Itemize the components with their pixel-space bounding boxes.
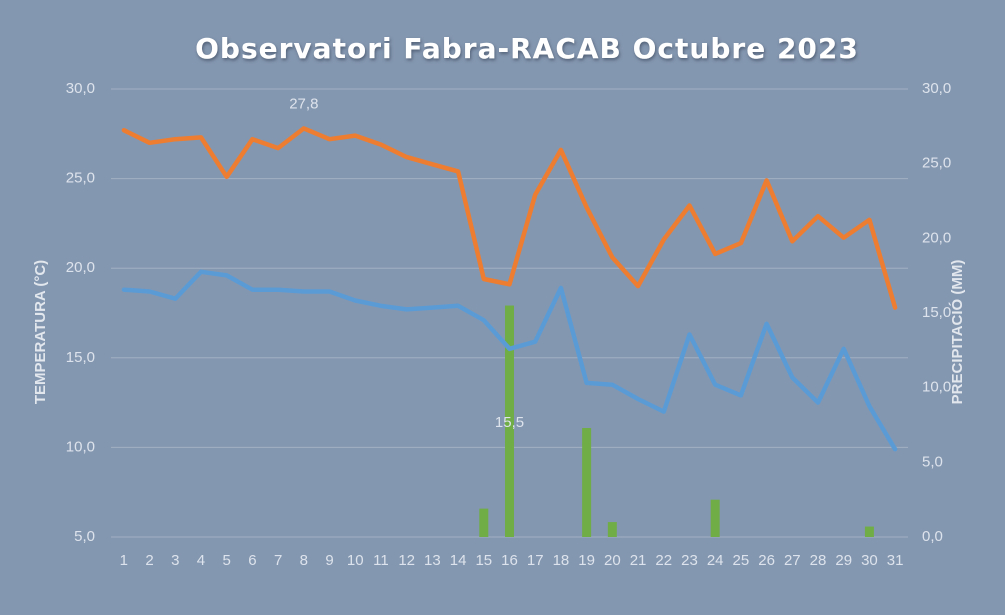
- x-tick-label: 8: [300, 552, 308, 569]
- x-tick-label: 28: [810, 552, 827, 569]
- x-tick-label: 15: [475, 552, 492, 569]
- x-tick-label: 26: [758, 552, 775, 569]
- y-tick-label: 30,0: [66, 80, 95, 97]
- y2-tick-label: 30,0: [922, 80, 951, 97]
- line: [121, 126, 898, 310]
- x-tick-label: 12: [398, 552, 415, 569]
- x-tick-label: 4: [197, 552, 205, 569]
- y-tick-label: 10,0: [66, 438, 95, 455]
- x-tick-label: 6: [248, 552, 256, 569]
- x-tick-label: 21: [630, 552, 647, 569]
- data-label: 27,8: [289, 95, 318, 112]
- x-tick-label: 25: [733, 552, 750, 569]
- y2-tick-label: 0,0: [922, 528, 943, 545]
- y2-tick-label: 15,0: [922, 304, 951, 321]
- y-tick-label: 15,0: [66, 349, 95, 366]
- y2-tick-label: 25,0: [922, 155, 951, 172]
- x-tick-label: 13: [424, 552, 441, 569]
- x-tick-label: 29: [835, 552, 852, 569]
- bar: [582, 427, 592, 537]
- x-tick-label: 11: [373, 552, 389, 569]
- x-tick-label: 19: [578, 552, 595, 569]
- x-tick-label: 9: [325, 552, 333, 569]
- x-tick-label: 10: [347, 552, 364, 569]
- x-tick-label: 18: [553, 552, 570, 569]
- x-tick-label: 24: [707, 552, 724, 569]
- x-tick-label: 30: [861, 552, 878, 569]
- x-tick-label: 3: [171, 552, 179, 569]
- y-tick-label: 20,0: [66, 259, 95, 276]
- x-tick-label: 27: [784, 552, 801, 569]
- y-tick-label: 5,0: [74, 528, 95, 545]
- bar: [479, 508, 489, 537]
- data-label: 15,5: [495, 414, 524, 431]
- y2-tick-label: 5,0: [922, 453, 943, 470]
- y2-axis-title: PRECIPITACIÓ (MM): [948, 260, 966, 405]
- line: [121, 269, 898, 452]
- x-tick-label: 1: [120, 552, 128, 569]
- x-tick-label: 17: [527, 552, 544, 569]
- y-tick-label: 25,0: [66, 170, 95, 187]
- x-tick-label: 31: [887, 552, 904, 569]
- bar: [505, 305, 514, 537]
- x-tick-label: 23: [681, 552, 698, 569]
- bar: [607, 522, 617, 537]
- y-axis-title: TEMPERATURA (°C): [32, 260, 49, 404]
- x-tick-label: 7: [274, 552, 282, 569]
- bar: [710, 499, 720, 537]
- y2-tick-label: 10,0: [922, 379, 951, 396]
- chart-title: Observatori Fabra-RACAB Octubre 2023: [195, 32, 859, 65]
- x-tick-label: 16: [501, 552, 518, 569]
- x-tick-label: 14: [450, 552, 467, 569]
- x-tick-label: 2: [145, 552, 153, 569]
- x-tick-label: 22: [655, 552, 672, 569]
- y2-tick-label: 20,0: [922, 229, 951, 246]
- x-tick-label: 5: [223, 552, 231, 569]
- x-tick-label: 20: [604, 552, 621, 569]
- bar: [864, 526, 874, 537]
